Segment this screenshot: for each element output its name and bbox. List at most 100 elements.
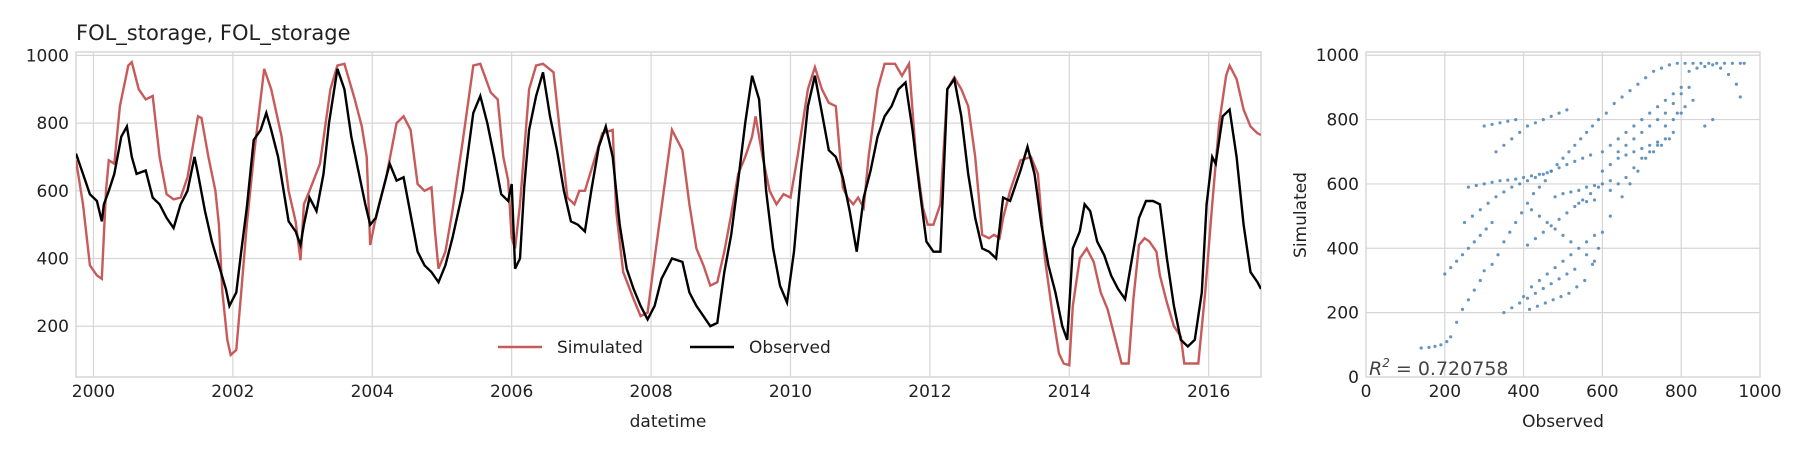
scatter-point <box>1573 267 1577 271</box>
scatter-point <box>1695 66 1699 70</box>
scatter-point <box>1460 307 1465 311</box>
scatter-point <box>1585 253 1589 257</box>
scatter-point <box>1691 98 1695 102</box>
scatter-point <box>1612 101 1616 106</box>
scatter-point <box>1632 124 1636 128</box>
scatter-point <box>1711 63 1715 67</box>
scatter-point <box>1596 246 1601 250</box>
scatter-point <box>1656 140 1660 144</box>
scatter-point <box>1474 183 1478 188</box>
scatter-point <box>1632 166 1636 170</box>
timeseries-y-tick-label: 1000 <box>26 46 69 66</box>
scatter-point <box>1567 291 1571 295</box>
scatter-point <box>1640 118 1644 122</box>
scatter-point <box>1490 262 1494 266</box>
scatter-point <box>1531 192 1536 196</box>
scatter-point <box>1502 190 1506 194</box>
timeseries-x-tick-label: 2000 <box>72 382 115 402</box>
scatter-point <box>1600 230 1604 234</box>
scatter-point <box>1541 172 1545 176</box>
scatter-point <box>1608 188 1612 192</box>
scatter-point <box>1510 185 1514 189</box>
scatter-point <box>1502 311 1506 315</box>
scatter-grid <box>1365 52 1761 378</box>
scatter-point <box>1565 108 1569 112</box>
scatter-point <box>1490 180 1494 184</box>
scatter-point <box>1575 285 1579 289</box>
scatter-y-tick-label: 200 <box>1327 304 1359 324</box>
scatter-point <box>1494 195 1498 199</box>
scatter-point <box>1585 200 1589 204</box>
scatter-point <box>1506 119 1510 123</box>
scatter-point <box>1663 137 1667 141</box>
scatter-point <box>1663 98 1667 102</box>
scatter-point <box>1466 185 1470 189</box>
timeseries-x-tick-label: 2016 <box>1187 382 1230 402</box>
scatter-point <box>1667 137 1671 141</box>
scatter-x-tick-label: 800 <box>1665 382 1697 402</box>
scatter-point <box>1551 298 1555 302</box>
scatter-point <box>1640 156 1644 160</box>
scatter-point <box>1496 253 1500 257</box>
scatter-point <box>1734 82 1738 86</box>
scatter-point <box>1632 137 1636 141</box>
scatter-point <box>1533 291 1537 295</box>
scatter-point <box>1460 253 1465 257</box>
scatter-plot-area <box>1365 51 1761 378</box>
scatter-point <box>1559 295 1563 299</box>
scatter-point <box>1624 143 1628 147</box>
scatter-point <box>1640 146 1644 151</box>
scatter-point <box>1590 124 1595 128</box>
scatter-point <box>1537 278 1541 283</box>
scatter-point <box>1624 153 1628 157</box>
scatter-y-tick-label: 1000 <box>1316 46 1359 66</box>
scatter-point <box>1671 118 1675 122</box>
scatter-x-tick-label: 0 <box>1361 382 1372 402</box>
scatter-point <box>1738 95 1742 99</box>
scatter-point <box>1498 121 1502 125</box>
legend-observed-label: Observed <box>749 338 831 358</box>
scatter-point <box>1663 111 1667 115</box>
scatter-point <box>1443 272 1447 276</box>
scatter-point <box>1679 92 1683 96</box>
scatter-point <box>1616 182 1620 186</box>
scatter-point <box>1518 130 1522 134</box>
scatter-point <box>1596 185 1601 189</box>
scatter-point <box>1569 253 1573 257</box>
scatter-point <box>1555 163 1559 167</box>
scatter-point <box>1640 130 1644 134</box>
scatter-point <box>1525 179 1530 183</box>
scatter-point <box>1525 243 1530 247</box>
scatter-point <box>1730 61 1734 65</box>
scatter-point <box>1561 233 1565 237</box>
scatter-point <box>1573 159 1577 163</box>
scatter-x-ticks: 0 200 400 600 800 1000 <box>1361 382 1782 402</box>
scatter-point <box>1549 224 1553 228</box>
scatter-point <box>1482 124 1486 128</box>
scatter-point <box>1510 306 1514 310</box>
scatter-point <box>1583 278 1587 283</box>
scatter-point <box>1482 269 1486 273</box>
scatter-point <box>1535 304 1539 308</box>
scatter-point <box>1608 214 1612 218</box>
scatter-point <box>1620 195 1624 199</box>
scatter-point <box>1577 246 1581 250</box>
scatter-point <box>1722 61 1727 65</box>
scatter-point <box>1608 163 1612 167</box>
scatter-point <box>1537 185 1541 189</box>
scatter-chart: 0 200 400 600 800 1000 0 200 400 600 800 1000 R2 =… <box>1291 46 1782 432</box>
scatter-point <box>1490 220 1494 225</box>
scatter-point <box>1636 82 1640 86</box>
scatter-point <box>1569 240 1573 244</box>
scatter-point <box>1561 192 1565 196</box>
observed-series-line <box>76 68 1261 349</box>
timeseries-plot-area <box>75 51 1262 378</box>
scatter-point <box>1592 198 1597 202</box>
scatter-point <box>1581 156 1585 160</box>
scatter-r2-annotation: R2 = 0.720758 <box>1369 356 1509 380</box>
scatter-point <box>1490 122 1494 126</box>
scatter-point <box>1652 69 1656 73</box>
timeseries-y-tick-label: 800 <box>37 114 69 134</box>
scatter-point <box>1525 201 1530 205</box>
scatter-point <box>1703 64 1707 69</box>
